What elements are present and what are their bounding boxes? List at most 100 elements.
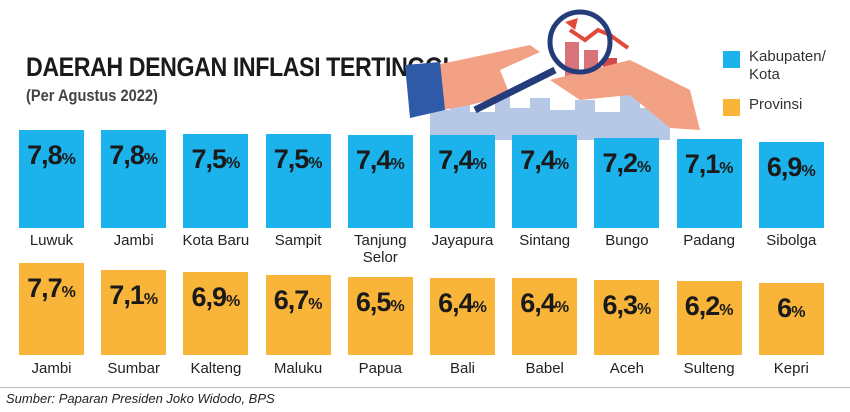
data-label-unit: % [637,158,652,176]
data-label-value: 7,4 [355,145,392,176]
category-label: Sulteng [683,360,735,377]
data-label-value: 7,4 [520,145,556,176]
bar-provinsi: 6,3% [594,279,660,355]
category-label: Bali [449,360,475,377]
data-label: 7,8% [109,140,158,228]
category-label: Babel [525,360,564,377]
data-label-value: 6,7 [273,284,310,315]
legend-swatch-blue [723,51,740,68]
data-label: 7,5% [192,144,241,228]
category-label: Luwuk [29,232,74,249]
data-label: 7,4% [520,145,569,228]
category-label: Kota Baru [182,232,250,249]
bar-kabupaten: 7,1% [676,139,742,228]
data-label-unit: % [390,156,405,174]
bar-provinsi: 6% [758,283,824,355]
data-label-value: 7,8 [109,140,145,170]
data-label-value: 6,5 [355,287,392,318]
category-label: Jambi [31,360,72,377]
bar-kabupaten: 7,4% [347,135,413,228]
data-label-unit: % [226,154,241,172]
data-label: 6% [777,293,805,355]
data-label: 6,3% [603,290,652,355]
category-label: Aceh [609,360,644,377]
bar-kabupaten: 7,2% [594,137,660,228]
data-label-value: 6,4 [520,288,556,319]
data-label-value: 7,5 [191,143,228,174]
data-label-unit: % [719,301,734,319]
bar-provinsi: 7,1% [101,270,167,355]
data-label: 6,9% [192,282,241,355]
data-label-value: 7,2 [602,147,639,178]
bar-kabupaten: 7,4% [512,135,578,228]
data-label-unit: % [801,162,816,180]
data-label: 6,5% [356,287,405,355]
category-label: Sumbar [107,360,160,377]
bar-provinsi: 6,9% [183,272,249,355]
category-label: Sintang [519,232,571,249]
bar-kabupaten: 7,8% [101,130,167,228]
data-label-value: 6,3 [602,289,639,320]
magnifier-hands-illustration [405,9,700,140]
bar-kabupaten: 6,9% [758,141,824,228]
data-label-unit: % [61,284,76,301]
data-label: 7,1% [685,149,734,228]
chart-title: DAERAH DENGAN INFLASI TERTINGGI [26,52,449,82]
category-label: Papua [358,360,402,377]
data-label-value: 7,7 [27,273,63,303]
data-label: 7,1% [109,280,158,355]
category-label: Tanjung Selor [354,232,407,266]
data-label-value: 6,9 [766,151,803,182]
category-label: Sampit [274,232,322,249]
data-label-value: 7,8 [27,140,63,170]
data-label-value: 6,2 [684,290,721,321]
legend-swatch-orange [723,99,740,116]
category-label: Bungo [605,232,649,249]
legend-label: Kabupaten/ Kota [749,48,826,83]
category-label: Padang [683,232,735,249]
data-label-unit: % [554,156,570,174]
data-label-value: 6,4 [438,288,474,319]
data-label: 6,4% [438,288,487,355]
bar-kabupaten: 7,5% [183,133,249,228]
bar-provinsi: 6,5% [347,277,413,355]
data-label: 6,4% [520,288,569,355]
bar-kabupaten: 7,8% [19,130,84,228]
bar-provinsi: 6,4% [430,278,495,355]
data-label-unit: % [554,299,570,317]
data-label-unit: % [390,298,405,316]
data-label: 7,4% [356,145,405,228]
data-label-unit: % [719,160,734,178]
data-label: 7,8% [27,140,76,228]
bar-kabupaten: 7,4% [430,135,495,228]
data-label-value: 7,1 [684,149,721,180]
category-label: Jambi [113,232,154,249]
data-label-value: 6,9 [191,282,228,313]
data-label: 6,9% [767,152,816,228]
divider [0,387,850,388]
data-label: 7,2% [603,148,652,228]
data-label-value: 7,5 [273,143,310,174]
data-label-value: 7,4 [438,145,474,176]
bar-provinsi: 7,7% [19,263,84,355]
data-label-unit: % [226,293,241,311]
legend-label: Provinsi [749,96,803,113]
bar-provinsi: 6,4% [512,278,578,355]
category-label: Maluku [273,360,323,377]
data-label-unit: % [637,300,652,318]
data-label-value: 7,1 [109,280,145,311]
bar-kabupaten: 7,5% [265,133,331,228]
category-label: Sibolga [766,232,817,249]
category-label: Jayapura [431,232,494,249]
data-label: 7,4% [438,145,487,228]
data-label: 7,5% [274,144,323,228]
data-label-unit: % [308,154,323,172]
data-label-unit: % [143,291,159,309]
chart-subtitle: (Per Agustus 2022) [26,86,158,105]
data-label-unit: % [472,299,487,317]
source-note: Sumber: Paparan Presiden Joko Widodo, BP… [6,391,275,406]
bar-provinsi: 6,2% [676,280,742,355]
data-label: 6,7% [274,285,323,355]
category-label: Kalteng [190,360,242,377]
